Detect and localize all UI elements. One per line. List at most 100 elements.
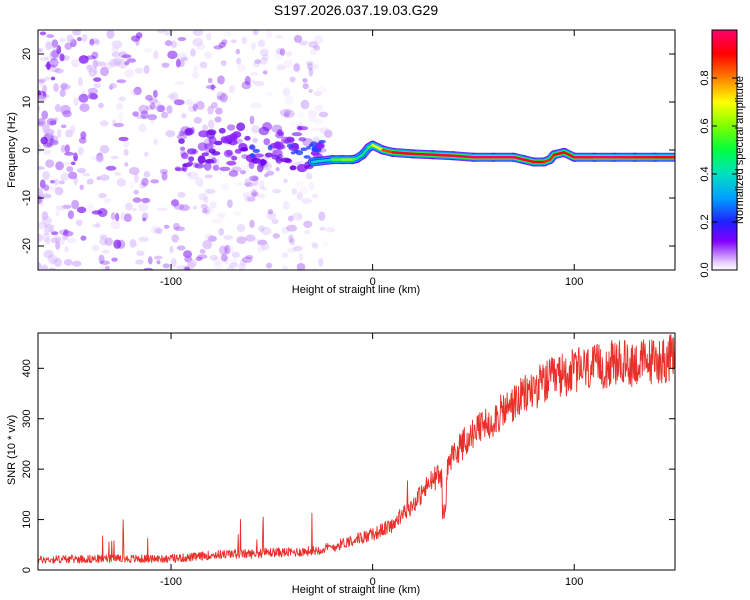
noise-blob: [240, 147, 249, 152]
noise-blob: [38, 221, 48, 230]
noise-blob: [226, 124, 236, 131]
noise-blob: [161, 171, 168, 181]
noise-blob: [134, 67, 144, 74]
noise-blob: [231, 155, 238, 161]
noise-blob: [318, 211, 326, 222]
noise-blob: [97, 61, 107, 67]
noise-blob: [280, 157, 291, 163]
noise-blob: [75, 219, 83, 226]
noise-blob: [236, 223, 246, 233]
noise-blob: [92, 59, 98, 70]
noise-blob: [203, 162, 212, 171]
noise-blob: [250, 102, 262, 109]
noise-blob: [76, 36, 82, 42]
colorbar-tick-label: 0.6: [699, 118, 711, 133]
noise-blob: [162, 62, 171, 67]
noise-blob: [71, 58, 80, 68]
noise-blob: [203, 143, 214, 150]
noise-blob: [166, 94, 176, 99]
snr-x-axis-label: Height of straight line (km): [292, 584, 420, 596]
x-tick-label: -100: [160, 576, 182, 588]
noise-blob: [163, 30, 171, 36]
noise-blob: [289, 76, 296, 83]
noise-blob: [118, 112, 124, 122]
noise-blob: [202, 124, 209, 132]
noise-blob: [170, 40, 181, 48]
noise-blob: [192, 103, 198, 112]
noise-blob: [182, 163, 188, 172]
noise-blob: [64, 246, 69, 253]
noise-blob: [48, 267, 56, 270]
noise-blob: [242, 191, 253, 198]
noise-blob: [206, 32, 212, 41]
noise-blob: [195, 177, 204, 187]
noise-blob: [249, 152, 255, 159]
noise-blob: [283, 112, 290, 119]
noise-blob: [66, 166, 74, 173]
noise-blob: [196, 100, 205, 110]
noise-blob: [141, 177, 149, 187]
ridge-segment: [310, 158, 334, 164]
noise-blob: [302, 78, 308, 83]
noise-blob: [59, 37, 66, 43]
spectrogram-x-axis-label: Height of straight line (km): [292, 284, 420, 296]
noise-blob: [86, 64, 93, 73]
noise-blob: [193, 64, 199, 73]
noise-blob: [241, 256, 253, 263]
noise-blob: [58, 180, 65, 185]
noise-blob: [157, 105, 166, 113]
ridge-segment: [552, 151, 566, 157]
noise-blob: [289, 165, 297, 171]
noise-blob: [225, 149, 233, 156]
noise-blob: [211, 157, 217, 164]
noise-blob: [43, 184, 50, 191]
noise-blob: [258, 126, 270, 136]
noise-blob: [38, 145, 42, 154]
noise-blob: [144, 151, 149, 158]
spectrogram-y-ticks: -20 -10 0 10 20: [21, 48, 675, 254]
noise-blob: [291, 132, 303, 137]
noise-blob: [197, 254, 208, 259]
noise-blob: [54, 186, 64, 196]
noise-blob: [133, 86, 142, 96]
noise-blob: [40, 264, 49, 270]
noise-blob: [132, 197, 142, 203]
noise-blob: [118, 136, 129, 142]
noise-blob: [59, 89, 66, 98]
noise-blob: [90, 155, 97, 160]
noise-blob: [39, 31, 47, 36]
noise-blob: [38, 261, 42, 270]
noise-blob: [252, 238, 262, 243]
noise-blob: [209, 207, 215, 214]
noise-blob: [41, 211, 49, 221]
noise-blob: [218, 245, 228, 255]
noise-blob: [143, 171, 151, 178]
noise-blob: [150, 225, 161, 234]
noise-blob: [235, 48, 241, 55]
noise-blob: [314, 35, 324, 44]
noise-blob: [42, 142, 53, 148]
noise-blob: [318, 257, 324, 267]
noise-blob: [305, 60, 314, 66]
noise-blob: [313, 90, 323, 97]
ridge-segment: [361, 146, 370, 157]
noise-blob: [198, 130, 209, 138]
noise-blob: [110, 155, 119, 160]
noise-blob: [153, 138, 158, 146]
noise-blob: [227, 265, 234, 270]
noise-blob: [298, 212, 303, 222]
noise-blob: [265, 30, 273, 39]
noise-blob: [104, 237, 113, 246]
noise-blob: [186, 148, 197, 155]
noise-blob: [309, 48, 318, 56]
noise-blob: [254, 59, 262, 65]
noise-blob: [203, 196, 209, 204]
noise-blob: [54, 68, 64, 74]
noise-blob: [89, 38, 95, 46]
noise-blob: [297, 112, 305, 119]
noise-blob: [129, 167, 140, 175]
noise-blob: [153, 227, 161, 234]
noise-blob: [286, 144, 294, 148]
spectrogram-plot-frame: [37, 29, 676, 271]
noise-blob: [109, 82, 117, 89]
